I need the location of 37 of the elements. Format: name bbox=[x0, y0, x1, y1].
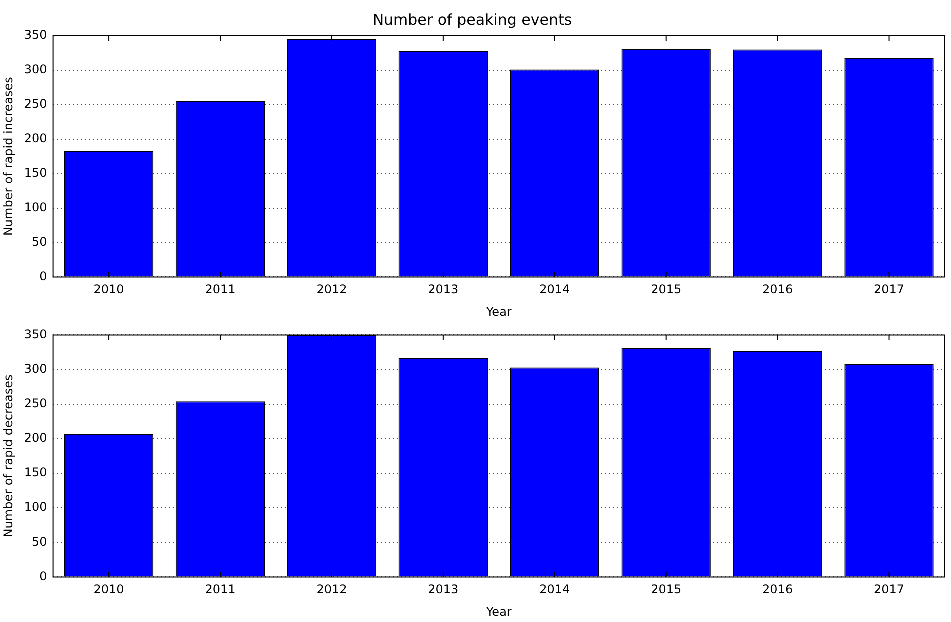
y-tick-label: 250 bbox=[24, 97, 48, 112]
x-tick-label: 2011 bbox=[205, 282, 236, 297]
x-tick-label: 2013 bbox=[428, 282, 459, 297]
x-tick-label: 2014 bbox=[540, 282, 570, 297]
x-tick-label: 2010 bbox=[94, 582, 124, 597]
y-tick-label: 0 bbox=[40, 569, 48, 584]
y-tick-label: 250 bbox=[24, 396, 48, 410]
x-tick-label: 2012 bbox=[316, 582, 348, 597]
y-axis-title: Number of rapid decreases bbox=[1, 374, 16, 538]
x-tick-label: 2016 bbox=[762, 582, 794, 597]
y-tick-label: 50 bbox=[32, 234, 48, 249]
x-tick-label: 2012 bbox=[316, 282, 348, 297]
y-tick-label: 150 bbox=[24, 166, 48, 180]
y-axis-title: Number of rapid increases bbox=[1, 77, 16, 236]
x-tick-label: 2015 bbox=[651, 282, 682, 297]
x-tick-label: 2013 bbox=[428, 582, 459, 597]
y-tick-label: 300 bbox=[24, 362, 48, 376]
y-tick-label: 350 bbox=[24, 28, 48, 42]
y-tick-label: 200 bbox=[24, 131, 48, 146]
x-tick-label: 2017 bbox=[874, 282, 905, 297]
chart-title: Number of peaking events bbox=[372, 10, 572, 29]
x-tick-label: 2014 bbox=[540, 582, 570, 597]
y-tick-label: 350 bbox=[24, 327, 48, 342]
y-tick-label: 50 bbox=[32, 534, 48, 549]
y-tick-label: 0 bbox=[40, 269, 48, 284]
x-tick-label: 2010 bbox=[94, 282, 124, 297]
x-axis-title: Year bbox=[485, 604, 512, 619]
x-tick-label: 2015 bbox=[651, 582, 682, 597]
y-tick-label: 200 bbox=[24, 431, 48, 446]
y-tick-label: 150 bbox=[24, 466, 48, 480]
x-tick-label: 2016 bbox=[762, 282, 794, 297]
x-tick-label: 2017 bbox=[874, 582, 905, 597]
x-axis-title: Year bbox=[485, 304, 512, 319]
y-tick-label: 100 bbox=[24, 500, 48, 514]
x-tick-label: 2011 bbox=[205, 582, 236, 597]
y-tick-label: 100 bbox=[24, 200, 48, 214]
y-tick-label: 300 bbox=[24, 62, 48, 77]
